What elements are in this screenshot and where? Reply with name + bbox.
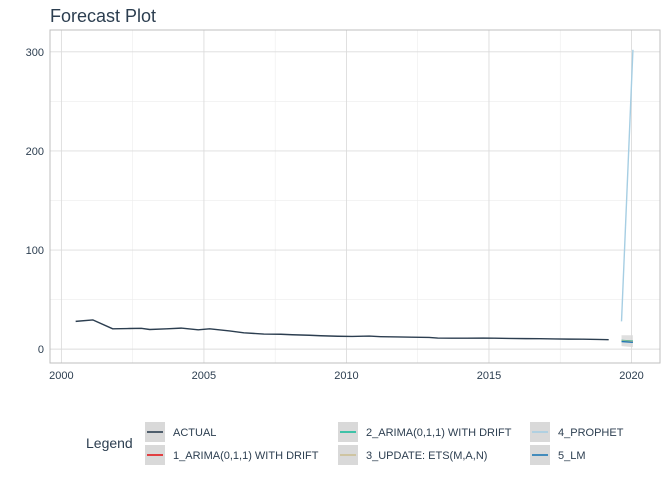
y-tick-label: 0: [38, 344, 44, 356]
x-tick-label: 2000: [49, 370, 73, 382]
x-tick-label: 2010: [334, 370, 358, 382]
legend-label: 2_ARIMA(0,1,1) WITH DRIFT: [366, 427, 512, 439]
series-line-6: [621, 340, 633, 343]
series-line-1: [75, 319, 609, 341]
plot-panel: [50, 30, 660, 363]
series-line-5: [620, 49, 634, 322]
legend-label: 1_ARIMA(0,1,1) WITH DRIFT: [173, 450, 319, 462]
plot-border: [49, 29, 661, 364]
y-tick-label: 200: [26, 146, 44, 158]
y-tick-label: 100: [26, 245, 44, 257]
series-lines: [75, 49, 634, 343]
y-tick-label: 300: [26, 47, 44, 59]
legend-title: Legend: [86, 435, 133, 451]
x-tick-label: 2005: [192, 370, 216, 382]
legend: ACTUAL 1_ARIMA(0,1,1) WITH DRIFT 2_ARIMA(0…: [145, 422, 624, 465]
legend-label: 3_UPDATE: ETS(M,A,N): [366, 450, 487, 462]
legend-label: 4_PROPHET: [558, 427, 624, 439]
legend-label: 5_LM: [558, 450, 586, 462]
x-tick-label: 2015: [477, 370, 501, 382]
x-axis-ticks: 2000 2005 2010 2015 2020: [49, 370, 644, 382]
x-tick-label: 2020: [619, 370, 643, 382]
y-axis-ticks: 0 100 200 300: [26, 47, 44, 356]
legend-label: ACTUAL: [173, 427, 216, 439]
chart-title: Forecast Plot: [50, 6, 156, 26]
